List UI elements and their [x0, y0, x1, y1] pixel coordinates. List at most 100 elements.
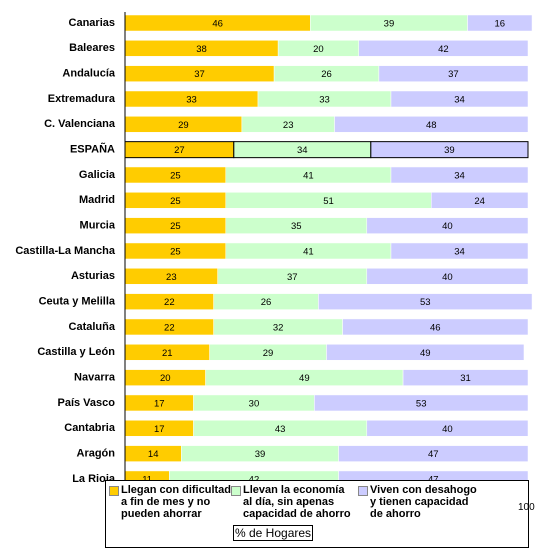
bar-segment: [402, 369, 529, 386]
bar-segment: [370, 141, 529, 159]
value-label: 37: [287, 272, 298, 283]
y-tick-label: Navarra: [74, 372, 116, 384]
value-label: 49: [299, 373, 310, 384]
bar-segment: [314, 394, 529, 412]
bar-segment: [366, 268, 529, 285]
bar-segment: [431, 192, 529, 209]
value-label: 26: [261, 297, 272, 308]
y-tick-label: Aragón: [77, 448, 116, 460]
bar-segment: [390, 90, 529, 108]
value-label: 48: [426, 120, 437, 131]
value-label: 32: [273, 322, 284, 333]
value-label: 30: [249, 398, 260, 409]
value-label: 14: [148, 449, 159, 460]
value-label: 23: [166, 272, 177, 283]
y-tick-label: Canarias: [69, 17, 115, 29]
bar-segment: [358, 40, 529, 57]
value-label: 31: [460, 373, 471, 384]
y-tick-label: Baleares: [69, 42, 115, 54]
y-tick-label: Murcia: [80, 220, 116, 232]
bar-segment: [366, 420, 529, 437]
value-label: 16: [495, 19, 506, 30]
y-tick-label: Castilla-La Mancha: [15, 245, 116, 257]
bar-segment: [390, 166, 529, 184]
legend-label: Llegan con dificultad a fin de mes y no …: [121, 484, 232, 520]
legend-swatch: [109, 486, 119, 496]
y-tick-label: Ceuta y Melilla: [39, 296, 116, 308]
y-tick-label: Asturias: [71, 270, 115, 282]
value-label: 37: [448, 69, 459, 80]
y-tick-label: Cantabria: [64, 422, 116, 434]
value-label: 40: [442, 221, 453, 232]
value-label: 20: [313, 44, 324, 55]
legend-swatch: [231, 486, 241, 496]
value-label: 40: [442, 272, 453, 283]
value-label: 47: [428, 449, 439, 460]
value-label: 29: [263, 348, 274, 359]
value-label: 35: [291, 221, 302, 232]
value-label: 39: [444, 145, 455, 156]
value-label: 24: [474, 196, 485, 207]
bar-segment: [318, 293, 533, 310]
value-label: 34: [297, 145, 308, 156]
x-tick-label: 100: [518, 502, 535, 513]
value-label: 34: [454, 95, 465, 106]
y-tick-label: ESPAÑA: [70, 143, 115, 156]
value-label: 26: [321, 69, 332, 80]
bar-segment: [390, 242, 529, 260]
y-tick-label: Cataluña: [69, 321, 116, 333]
y-tick-label: Galicia: [79, 169, 116, 181]
legend-label: Viven con desahogo y tienen capacidad de…: [370, 484, 477, 520]
value-label: 51: [323, 196, 334, 207]
value-label: 39: [384, 19, 395, 30]
value-label: 21: [162, 348, 173, 359]
y-tick-label: País Vasco: [58, 397, 116, 409]
y-tick-label: Madrid: [79, 194, 115, 206]
value-label: 17: [154, 398, 165, 409]
value-label: 40: [442, 424, 453, 435]
value-label: 11: [142, 474, 152, 485]
value-label: 20: [160, 373, 171, 384]
value-label: 22: [164, 322, 175, 333]
y-tick-label: Castilla y León: [37, 346, 115, 358]
value-label: 49: [420, 348, 431, 359]
value-label: 37: [194, 69, 205, 80]
y-tick-label: Extremadura: [48, 93, 116, 105]
value-label: 33: [319, 95, 330, 106]
y-tick-label: Andalucía: [62, 68, 115, 80]
value-label: 25: [170, 246, 181, 257]
legend-swatch: [358, 486, 368, 496]
value-label: 41: [303, 246, 314, 257]
value-label: 29: [178, 120, 189, 131]
value-label: 38: [196, 44, 207, 55]
value-label: 41: [303, 170, 314, 181]
legend-label: Llevan la economía al día, sin apenas ca…: [243, 484, 351, 520]
legend: Llegan con dificultad a fin de mes y no …: [105, 480, 529, 548]
bar-segment: [378, 65, 529, 82]
value-label: 53: [416, 398, 427, 409]
value-label: 34: [454, 246, 465, 257]
value-label: 25: [170, 170, 181, 181]
bar-segment: [334, 116, 529, 133]
bar-segment: [326, 344, 525, 361]
value-label: 23: [283, 120, 294, 131]
value-label: 42: [438, 44, 449, 55]
value-label: 27: [174, 145, 185, 156]
bar-segment: [338, 445, 529, 462]
value-label: 25: [170, 196, 181, 207]
x-axis-label: % de Hogares: [233, 525, 314, 541]
value-label: 39: [255, 449, 266, 460]
value-label: 22: [164, 297, 175, 308]
y-tick-label: La Rioja: [72, 473, 116, 485]
value-label: 43: [275, 424, 286, 435]
value-label: 33: [186, 95, 197, 106]
value-label: 42: [249, 474, 260, 485]
value-label: 53: [420, 297, 431, 308]
value-label: 34: [454, 170, 465, 181]
y-tick-label: C. Valenciana: [44, 118, 116, 130]
value-label: 47: [428, 474, 439, 485]
bar-segment: [342, 318, 529, 336]
value-label: 25: [170, 221, 181, 232]
